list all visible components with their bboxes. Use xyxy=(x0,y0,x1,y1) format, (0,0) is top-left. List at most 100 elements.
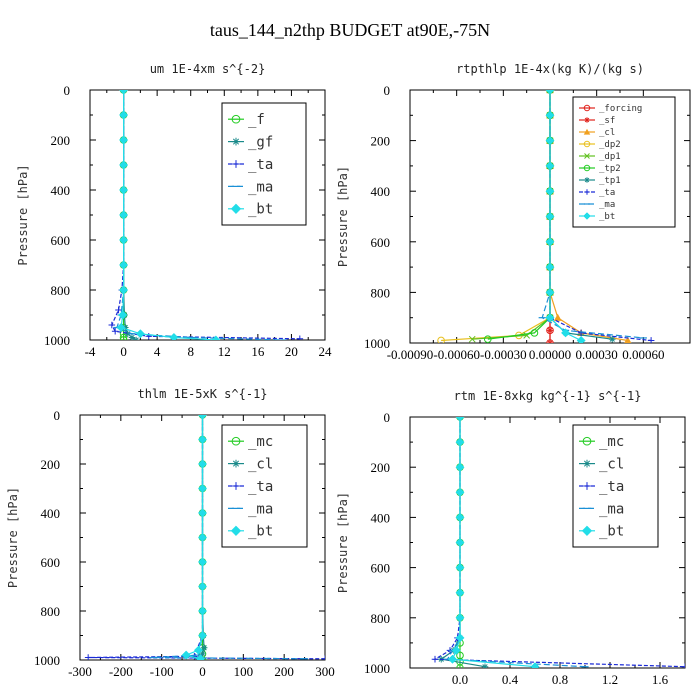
y-tick-label: 1000 xyxy=(34,653,60,668)
y-axis-label: Pressure [hPa] xyxy=(336,166,350,267)
legend: _mc _cl _ta _ma _bt xyxy=(221,424,308,548)
data-point xyxy=(681,663,685,668)
y-tick-label: 600 xyxy=(371,561,391,576)
y-tick-label: 800 xyxy=(371,285,391,300)
legend-label: _forcing xyxy=(599,104,642,114)
data-point xyxy=(145,332,153,340)
data-point xyxy=(545,186,555,196)
y-tick-label: 200 xyxy=(371,134,391,149)
y-tick-label: 400 xyxy=(41,506,61,521)
x-tick-label: 0 xyxy=(120,344,127,359)
legend-entry: _f xyxy=(228,112,265,128)
legend-label: _ma xyxy=(248,501,273,517)
x-tick-label: -4 xyxy=(85,344,96,359)
panel-rtpthlp: rtpthlp 1E-4x(kg K)/(kg s) Pressure [hPa]… xyxy=(336,62,691,362)
legend-label: _cl xyxy=(599,128,615,138)
x-tick-label: 4 xyxy=(154,344,161,359)
data-point xyxy=(530,662,540,668)
y-tick-label: 0 xyxy=(54,408,61,423)
legend-entry: _bt xyxy=(579,524,624,540)
legend-marker xyxy=(583,482,591,490)
data-point xyxy=(119,110,129,120)
data-point xyxy=(197,483,208,494)
data-point xyxy=(135,329,145,339)
x-tick-label: -0.00060 xyxy=(433,347,480,362)
legend-marker xyxy=(584,117,590,123)
x-tick-label: 1.6 xyxy=(652,672,669,687)
data-point xyxy=(197,532,208,543)
figure-title: taus_144_n2thp BUDGET at90E,-75N xyxy=(209,20,491,40)
data-point xyxy=(553,313,562,321)
legend-label: _tp1 xyxy=(599,176,621,186)
series-line xyxy=(451,417,536,668)
data-point xyxy=(119,235,129,245)
legend-marker xyxy=(583,212,591,220)
data-point xyxy=(195,654,206,660)
data-point xyxy=(577,329,585,337)
data-point xyxy=(200,644,208,652)
y-tick-label: 800 xyxy=(51,283,71,298)
legend-marker xyxy=(584,177,590,183)
legend-entry: _tp2 xyxy=(579,164,621,174)
legend-entry: _dp2 xyxy=(579,140,621,150)
x-tick-label: -100 xyxy=(150,664,174,679)
legend-label: _cl xyxy=(599,457,624,473)
data-point xyxy=(321,655,325,660)
data-point xyxy=(197,581,208,592)
data-point xyxy=(545,110,555,120)
legend: _f _gf _ta _ma _bt xyxy=(221,102,307,226)
panel-title: rtm 1E-8xkg kg^{-1} s^{-1} xyxy=(454,389,642,403)
data-point xyxy=(647,337,655,343)
y-axis-label: Pressure [hPa] xyxy=(336,492,350,593)
data-point xyxy=(545,262,555,272)
y-tick-label: 400 xyxy=(371,184,391,199)
legend-label: _ma xyxy=(599,501,624,517)
data-point xyxy=(132,336,140,340)
legend-label: _gf xyxy=(248,135,273,151)
x-tick-label: 0.0 xyxy=(452,672,468,687)
legend-marker xyxy=(582,436,592,446)
data-point xyxy=(545,136,555,146)
y-tick-label: 200 xyxy=(371,460,391,475)
data-point xyxy=(451,645,461,655)
data-point xyxy=(119,90,129,95)
series-ma xyxy=(443,417,589,668)
data-point xyxy=(84,654,92,660)
legend-entry: _ta xyxy=(579,188,615,198)
data-point xyxy=(530,329,539,337)
legend-label: _ma xyxy=(599,200,615,210)
x-tick-label: 12 xyxy=(218,344,231,359)
data-point xyxy=(576,335,586,343)
x-tick-label: 0.00000 xyxy=(529,347,571,362)
data-point xyxy=(197,606,208,616)
legend-marker xyxy=(231,114,241,124)
data-point xyxy=(545,237,555,247)
legend-label: _bt xyxy=(248,524,273,540)
x-tick-label: 0 xyxy=(199,664,206,679)
legend-marker xyxy=(584,189,590,195)
data-point xyxy=(546,327,554,334)
y-tick-label: 600 xyxy=(371,235,391,250)
x-tick-label: 100 xyxy=(234,664,254,679)
legend-label: _cl xyxy=(248,457,273,473)
series-bt xyxy=(116,90,221,340)
legend-entry: _ta xyxy=(228,157,273,173)
x-tick-label: 0.00060 xyxy=(622,347,664,362)
x-tick-label: 0.8 xyxy=(552,672,568,687)
data-point xyxy=(455,487,465,497)
data-point xyxy=(119,333,128,340)
legend-label: _tp2 xyxy=(599,164,621,174)
data-point xyxy=(111,327,119,335)
legend-entry: _ta xyxy=(228,479,273,495)
legend: _mc _cl _ta _ma _bt xyxy=(572,424,659,548)
series-dp2 xyxy=(437,90,554,343)
legend-entry: _ma xyxy=(579,200,615,210)
y-tick-label: 200 xyxy=(41,457,61,472)
data-point xyxy=(455,633,465,643)
series-bt xyxy=(545,90,586,343)
series-line xyxy=(120,90,216,340)
data-point xyxy=(197,415,208,420)
legend-marker xyxy=(232,482,240,490)
x-tick-label: 20 xyxy=(285,344,298,359)
legend-label: _mc xyxy=(248,434,273,450)
